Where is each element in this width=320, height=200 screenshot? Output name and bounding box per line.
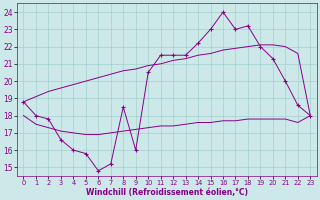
X-axis label: Windchill (Refroidissement éolien,°C): Windchill (Refroidissement éolien,°C) xyxy=(86,188,248,197)
